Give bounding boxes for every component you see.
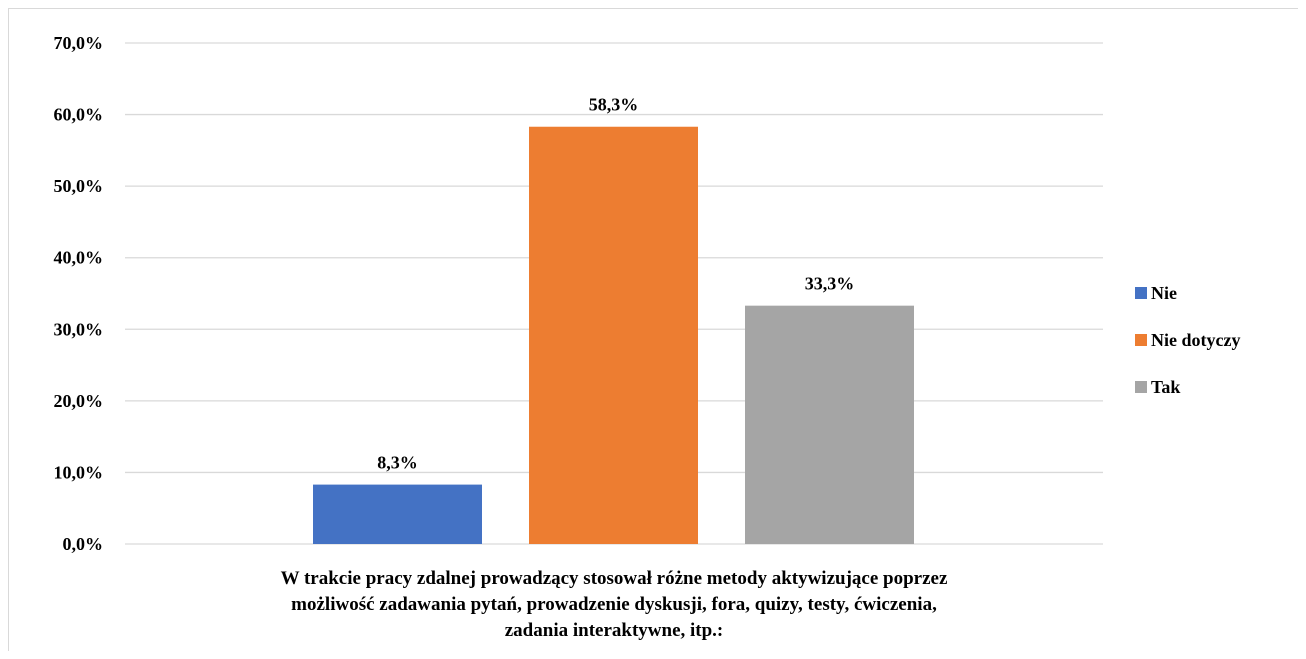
legend-swatch [1135, 287, 1147, 299]
data-labels: 8,3% 58,3% 33,3% [377, 95, 854, 473]
legend-label: Nie dotyczy [1151, 330, 1240, 350]
bar-nie [313, 484, 482, 544]
data-label: 33,3% [805, 274, 855, 294]
y-tick-label: 10,0% [54, 462, 104, 482]
legend-label: Nie [1151, 283, 1177, 303]
legend-swatch [1135, 381, 1147, 393]
y-axis: 0,0% 10,0% 20,0% 30,0% 40,0% 50,0% 60,0% 70,0% [54, 33, 104, 554]
y-tick-label: 70,0% [54, 33, 104, 53]
legend: Nie Nie dotyczy Tak [1135, 283, 1240, 397]
y-tick-label: 50,0% [54, 176, 104, 196]
y-tick-label: 30,0% [54, 319, 104, 339]
bars [313, 126, 914, 544]
category-label-line: możliwość zadawania pytań, prowadzenie d… [291, 594, 937, 615]
category-label-line: zadania interaktywne, itp.: [505, 620, 724, 641]
bar-nie-dotyczy [529, 126, 698, 544]
category-label: W trakcie pracy zdalnej prowadzący stoso… [281, 568, 948, 641]
y-tick-label: 40,0% [54, 248, 104, 268]
legend-label: Tak [1151, 377, 1180, 397]
y-tick-label: 20,0% [54, 391, 104, 411]
category-label-line: W trakcie pracy zdalnej prowadzący stoso… [281, 568, 948, 589]
data-label: 8,3% [377, 453, 418, 473]
y-tick-label: 60,0% [54, 105, 104, 125]
bar-tak [745, 305, 914, 544]
data-label: 58,3% [589, 95, 639, 115]
y-tick-label: 0,0% [63, 534, 104, 554]
legend-swatch [1135, 334, 1147, 346]
